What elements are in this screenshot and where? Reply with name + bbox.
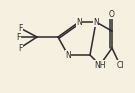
Text: N: N — [93, 17, 99, 27]
Text: Cl: Cl — [116, 61, 124, 69]
Text: N: N — [65, 50, 71, 60]
Text: F: F — [16, 32, 20, 41]
Text: N: N — [76, 17, 82, 27]
Text: NH: NH — [94, 61, 106, 69]
Text: F: F — [18, 24, 22, 32]
Text: F: F — [18, 44, 22, 53]
Text: O: O — [109, 9, 115, 19]
